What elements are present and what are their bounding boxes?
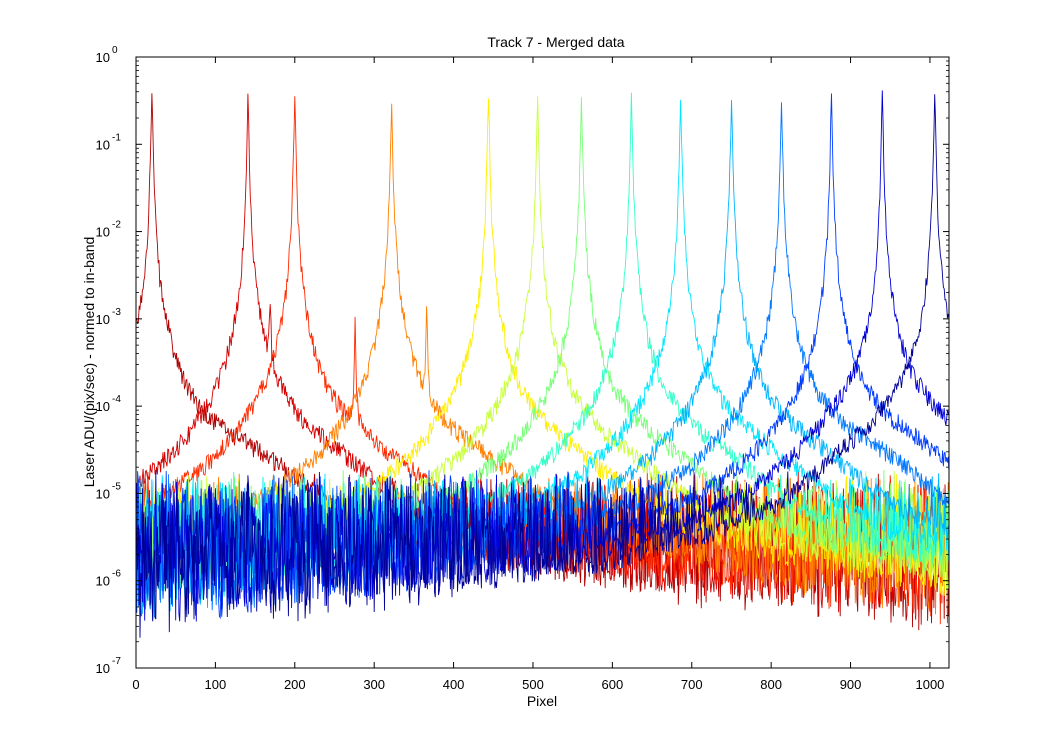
x-axis-label: Pixel: [527, 693, 557, 709]
y-tick-exponent: -2: [112, 220, 121, 231]
x-tick-label: 100: [205, 677, 227, 692]
x-axis: 0 100 200 300 400 500 600 700 800 900 1000: [132, 57, 944, 692]
y-tick-label: 10: [96, 399, 110, 414]
y-tick-label: 10: [96, 50, 110, 65]
chart-title: Track 7 - Merged data: [487, 34, 624, 50]
x-tick-label: 900: [840, 677, 862, 692]
y-tick-label: 10: [96, 486, 110, 501]
x-tick-label: 400: [443, 677, 465, 692]
y-tick-exponent: -4: [112, 394, 121, 405]
plot-frame: [135, 56, 950, 669]
x-tick-label: 0: [132, 677, 139, 692]
series-line-14: [135, 94, 950, 638]
x-tick-label: 200: [284, 677, 306, 692]
y-tick-exponent: -7: [112, 656, 121, 667]
y-tick-exponent: -6: [112, 569, 121, 580]
y-axis-label: Laser ADU/(pix/sec) - normed to in-band: [81, 237, 97, 488]
y-tick-label: 10: [96, 225, 110, 240]
y-tick-exponent: -3: [112, 307, 121, 318]
y-tick-label: 10: [96, 661, 110, 676]
x-tick-label: 700: [681, 677, 703, 692]
y-tick-label: 10: [96, 137, 110, 152]
y-tick-label: 10: [96, 574, 110, 589]
y-tick-exponent: -5: [112, 481, 121, 492]
x-tick-label: 500: [522, 677, 544, 692]
x-tick-label: 1000: [915, 677, 944, 692]
y-tick-exponent: 0: [112, 45, 118, 56]
x-tick-label: 300: [363, 677, 385, 692]
x-tick-label: 600: [602, 677, 624, 692]
y-tick-exponent: -1: [112, 132, 121, 143]
y-tick-label: 10: [96, 312, 110, 327]
series-layer: [135, 90, 950, 638]
x-tick-label: 800: [760, 677, 782, 692]
